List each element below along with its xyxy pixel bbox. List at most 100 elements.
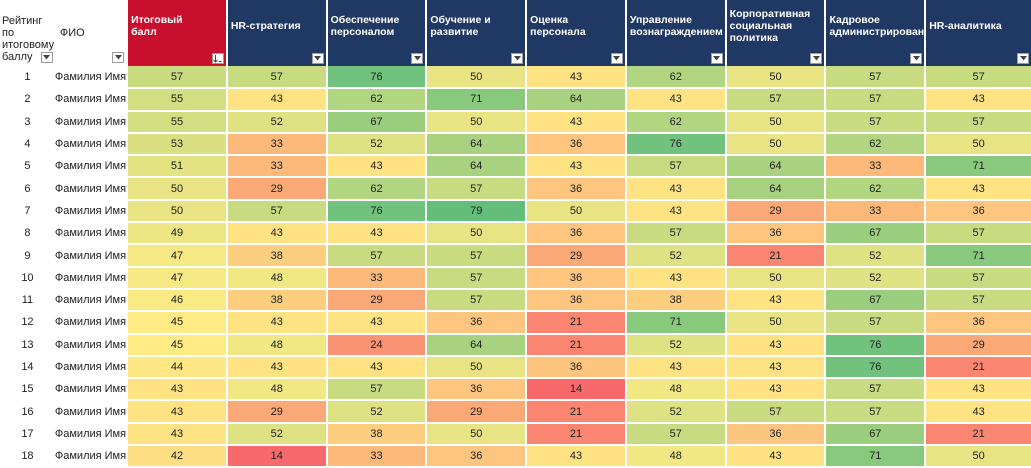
- score-cell[interactable]: 21: [525, 333, 626, 357]
- score-cell[interactable]: 36: [525, 288, 626, 313]
- score-cell[interactable]: 38: [225, 244, 327, 268]
- score-cell[interactable]: 57: [425, 244, 527, 268]
- score-cell[interactable]: 43: [225, 311, 327, 335]
- score-cell[interactable]: 43: [624, 199, 726, 224]
- rank-cell[interactable]: 14: [0, 355, 55, 380]
- score-cell[interactable]: 36: [724, 422, 826, 447]
- total-score-cell[interactable]: 50: [126, 177, 227, 201]
- score-cell[interactable]: 50: [525, 199, 626, 224]
- score-cell[interactable]: 52: [325, 132, 427, 157]
- score-cell[interactable]: 24: [325, 333, 427, 357]
- rank-cell[interactable]: 3: [0, 110, 55, 134]
- score-cell[interactable]: 33: [225, 132, 327, 157]
- rank-cell[interactable]: 9: [0, 244, 55, 268]
- score-cell[interactable]: 29: [325, 288, 427, 313]
- score-cell[interactable]: 50: [724, 132, 826, 157]
- score-cell[interactable]: 43: [924, 177, 1031, 201]
- name-cell[interactable]: Фамилия Имя: [54, 222, 128, 246]
- score-cell[interactable]: 57: [824, 66, 926, 90]
- score-cell[interactable]: 57: [824, 378, 926, 402]
- score-cell[interactable]: 36: [525, 222, 626, 246]
- score-cell[interactable]: 33: [225, 155, 327, 179]
- name-cell[interactable]: Фамилия Имя: [54, 288, 128, 313]
- rank-cell[interactable]: 13: [0, 333, 55, 357]
- score-cell[interactable]: 33: [325, 445, 427, 468]
- score-cell[interactable]: 43: [325, 355, 427, 380]
- score-cell[interactable]: 43: [325, 155, 427, 179]
- score-cell[interactable]: 48: [225, 333, 327, 357]
- score-cell[interactable]: 67: [824, 222, 926, 246]
- score-cell[interactable]: 79: [425, 199, 527, 224]
- score-cell[interactable]: 43: [325, 222, 427, 246]
- score-cell[interactable]: 43: [225, 355, 327, 380]
- score-cell[interactable]: 57: [924, 110, 1031, 134]
- score-cell[interactable]: 64: [425, 132, 527, 157]
- score-cell[interactable]: 43: [225, 88, 327, 112]
- name-cell[interactable]: Фамилия Имя: [54, 422, 128, 447]
- score-cell[interactable]: 21: [924, 422, 1031, 447]
- name-filter-button[interactable]: [112, 52, 125, 63]
- score-cell[interactable]: 36: [525, 177, 626, 201]
- score-cell[interactable]: 76: [824, 355, 926, 380]
- score-cell[interactable]: 57: [924, 288, 1031, 313]
- score-cell[interactable]: 43: [724, 288, 826, 313]
- column-filter-button[interactable]: [910, 53, 923, 64]
- score-cell[interactable]: 36: [525, 266, 626, 290]
- rank-cell[interactable]: 17: [0, 422, 55, 447]
- score-cell[interactable]: 29: [425, 400, 527, 424]
- score-cell[interactable]: 21: [724, 244, 826, 268]
- total-score-cell[interactable]: 55: [126, 110, 227, 134]
- score-cell[interactable]: 62: [325, 177, 427, 201]
- score-cell[interactable]: 71: [425, 88, 527, 112]
- score-cell[interactable]: 57: [924, 66, 1031, 90]
- score-cell[interactable]: 29: [225, 400, 327, 424]
- score-cell[interactable]: 48: [624, 445, 726, 468]
- score-cell[interactable]: 52: [824, 244, 926, 268]
- total-score-cell[interactable]: 57: [126, 66, 227, 90]
- score-cell[interactable]: 50: [724, 110, 826, 134]
- score-cell[interactable]: 50: [425, 355, 527, 380]
- score-cell[interactable]: 43: [624, 88, 726, 112]
- score-cell[interactable]: 64: [724, 177, 826, 201]
- column-filter-button[interactable]: [810, 53, 823, 64]
- total-score-cell[interactable]: 50: [126, 199, 227, 224]
- score-cell[interactable]: 29: [525, 244, 626, 268]
- score-cell[interactable]: 36: [425, 378, 527, 402]
- score-cell[interactable]: 57: [624, 222, 726, 246]
- score-cell[interactable]: 43: [724, 445, 826, 468]
- score-cell[interactable]: 21: [525, 422, 626, 447]
- score-cell[interactable]: 57: [824, 311, 926, 335]
- total-score-cell[interactable]: 45: [126, 333, 227, 357]
- total-score-cell[interactable]: 49: [126, 222, 227, 246]
- name-cell[interactable]: Фамилия Имя: [54, 445, 128, 468]
- score-cell[interactable]: 50: [425, 222, 527, 246]
- score-cell[interactable]: 64: [425, 155, 527, 179]
- rank-cell[interactable]: 2: [0, 88, 55, 112]
- rank-cell[interactable]: 4: [0, 132, 55, 157]
- score-cell[interactable]: 33: [824, 155, 926, 179]
- score-cell[interactable]: 43: [924, 378, 1031, 402]
- rank-cell[interactable]: 12: [0, 311, 55, 335]
- score-cell[interactable]: 43: [924, 88, 1031, 112]
- score-cell[interactable]: 52: [624, 400, 726, 424]
- name-cell[interactable]: Фамилия Имя: [54, 88, 128, 112]
- score-cell[interactable]: 62: [824, 177, 926, 201]
- score-cell[interactable]: 71: [824, 445, 926, 468]
- rank-cell[interactable]: 18: [0, 445, 55, 468]
- score-cell[interactable]: 43: [724, 378, 826, 402]
- score-cell[interactable]: 71: [624, 311, 726, 335]
- score-cell[interactable]: 57: [425, 177, 527, 201]
- score-cell[interactable]: 57: [924, 266, 1031, 290]
- score-cell[interactable]: 43: [325, 311, 427, 335]
- column-filter-button[interactable]: [511, 53, 524, 64]
- score-cell[interactable]: 38: [325, 422, 427, 447]
- score-cell[interactable]: 36: [525, 355, 626, 380]
- score-cell[interactable]: 36: [724, 222, 826, 246]
- rank-cell[interactable]: 6: [0, 177, 55, 201]
- score-cell[interactable]: 50: [425, 66, 527, 90]
- score-cell[interactable]: 48: [225, 266, 327, 290]
- total-score-cell[interactable]: 42: [126, 445, 227, 468]
- name-cell[interactable]: Фамилия Имя: [54, 333, 128, 357]
- score-cell[interactable]: 36: [924, 199, 1031, 224]
- name-cell[interactable]: Фамилия Имя: [54, 155, 128, 179]
